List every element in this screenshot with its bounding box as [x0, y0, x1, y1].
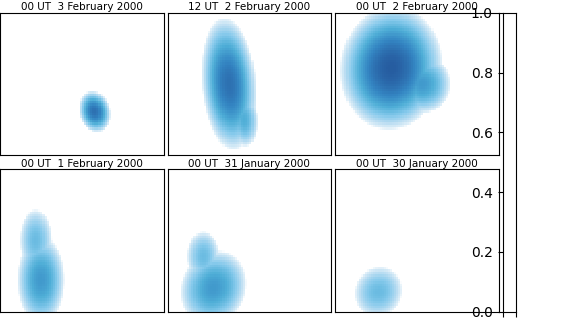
Title: 12 UT  2 February 2000: 12 UT 2 February 2000	[188, 2, 311, 12]
Title: 00 UT  1 February 2000: 00 UT 1 February 2000	[21, 158, 143, 169]
Title: 00 UT  30 January 2000: 00 UT 30 January 2000	[356, 158, 478, 169]
Title: 00 UT  3 February 2000: 00 UT 3 February 2000	[21, 2, 143, 12]
Title: 00 UT  31 January 2000: 00 UT 31 January 2000	[189, 158, 311, 169]
Title: 00 UT  2 February 2000: 00 UT 2 February 2000	[356, 2, 478, 12]
